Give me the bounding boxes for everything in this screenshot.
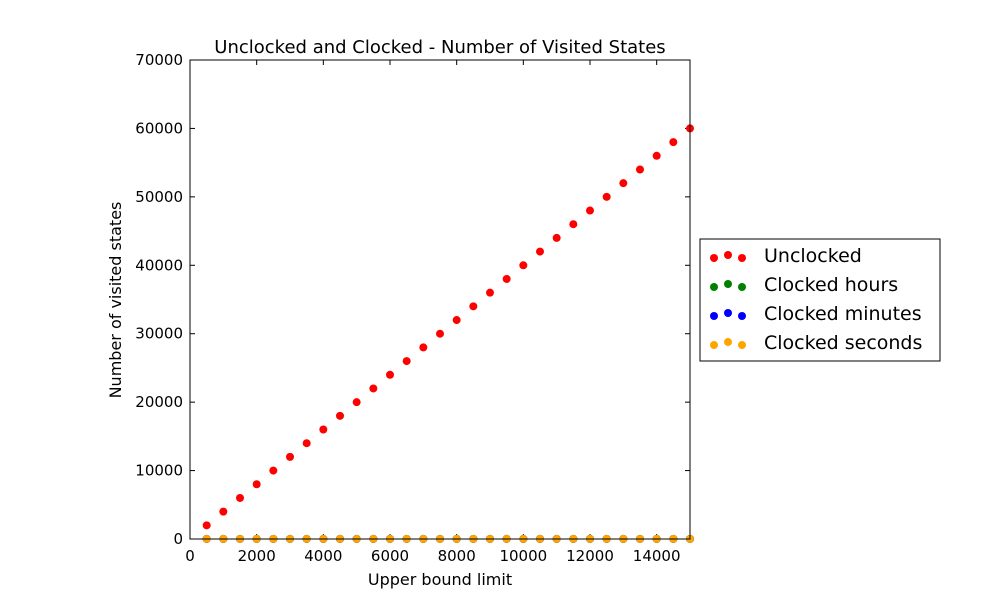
legend-marker [738,283,746,291]
legend-marker [710,283,718,291]
point-unclocked [269,466,278,475]
point-unclocked [369,384,378,393]
y-tick-label: 60000 [135,119,183,137]
y-tick-label: 20000 [135,393,183,411]
point-unclocked [536,247,544,256]
point-unclocked [552,233,561,242]
y-tick-label: 30000 [135,325,183,343]
legend-marker [710,254,718,262]
plot-frame [189,59,691,540]
point-unclocked [636,165,644,174]
x-tick-label: 0 [185,547,195,565]
point-unclocked [336,411,344,420]
x-axis-title: Upper bound limit [368,570,512,589]
x-tick-label: 10000 [499,547,547,565]
x-tick-label: 4000 [304,547,342,565]
x-tick-label: 14000 [633,547,681,565]
point-unclocked [319,425,328,434]
point-unclocked [436,329,444,338]
x-tick-label: 6000 [371,547,409,565]
chart-title: Unclocked and Clocked - Number of Visite… [214,37,665,58]
y-tick-label: 40000 [135,256,183,274]
legend-label: Clocked seconds [764,332,922,354]
y-tick-label: 10000 [135,462,183,480]
point-unclocked [419,343,428,352]
y-tick-label: 0 [173,530,183,548]
point-unclocked [619,179,628,188]
axis-ticks [189,59,690,540]
legend-marker [738,312,746,320]
point-unclocked [469,302,478,311]
legend-marker [724,309,732,317]
point-unclocked [586,206,594,215]
tick-labels: 0 2000 4000 6000 8000 10000 12000 14000 0 10000 20… [135,51,680,565]
point-unclocked [602,192,611,201]
point-unclocked [352,398,361,407]
point-unclocked [519,261,528,270]
x-tick-label: 2000 [238,547,276,565]
point-unclocked [669,138,678,147]
legend-marker [738,254,746,262]
legend: Unclocked Clocked hours Clocked minutes Clo… [699,238,941,362]
point-unclocked [502,274,511,283]
point-unclocked [219,507,228,516]
point-unclocked [202,521,211,530]
legend-marker [710,312,718,320]
legend-marker [724,280,732,288]
x-tick-label: 12000 [566,547,614,565]
y-axis-title: Number of visited states [106,202,125,399]
point-unclocked [302,439,311,448]
legend-label: Clocked minutes [764,303,922,325]
point-unclocked [652,151,661,160]
point-unclocked [569,220,578,229]
point-unclocked [402,357,411,366]
legend-marker [724,251,732,259]
legend-marker [724,338,732,346]
x-tick-label: 8000 [438,547,476,565]
legend-label: Unclocked [764,245,862,267]
legend-marker [710,341,718,349]
point-unclocked [236,493,244,502]
point-unclocked [452,316,461,325]
data-points [202,124,694,543]
y-tick-label: 50000 [135,188,183,206]
y-tick-label: 70000 [135,51,183,69]
point-unclocked [386,370,394,379]
legend-marker [738,341,746,349]
point-unclocked [252,480,261,489]
point-unclocked [486,288,494,297]
legend-label: Clocked hours [764,274,898,296]
point-unclocked [286,452,294,461]
